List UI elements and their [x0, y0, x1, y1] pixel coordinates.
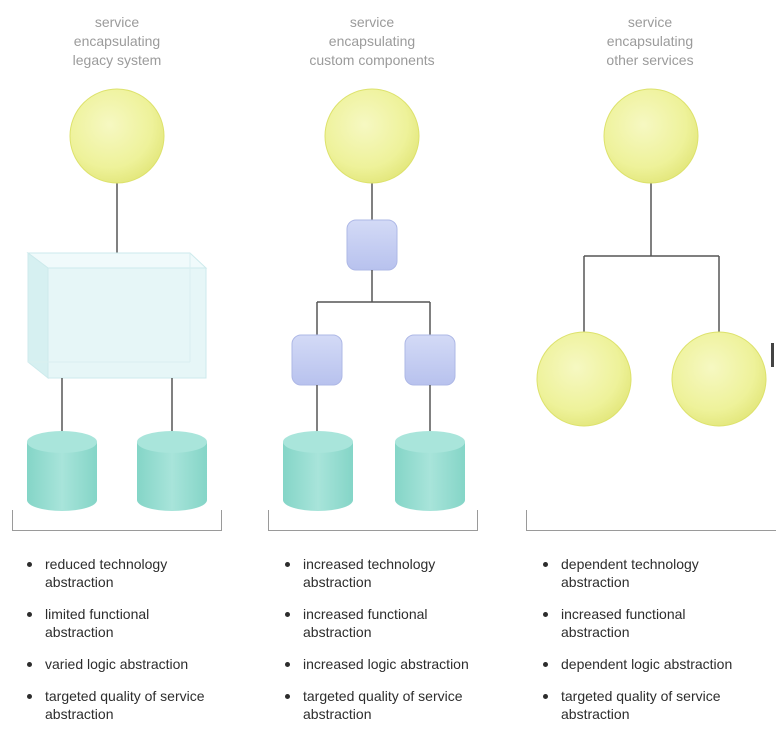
service-circle-composite [603, 88, 699, 184]
bullet-item: reduced technology abstraction [27, 555, 257, 591]
bullet-item: increased functional abstraction [285, 605, 525, 641]
bullet-item: dependent logic abstraction [543, 655, 773, 673]
database-cylinder [137, 431, 207, 511]
bullet-item: limited functional abstraction [27, 605, 257, 641]
component-block [291, 334, 343, 386]
column-title-other: service encapsulating other services [606, 14, 694, 68]
service-circle-custom [324, 88, 420, 184]
bullet-list-legacy: reduced technology abstraction limited fu… [27, 555, 257, 723]
legacy-system-box [26, 252, 208, 380]
bullet-item: increased functional abstraction [543, 605, 773, 641]
service-circle-legacy [69, 88, 165, 184]
column-title-custom: service encapsulating custom components [309, 14, 435, 68]
database-cylinder [395, 431, 465, 511]
database-cylinder [283, 431, 353, 511]
edge-marker [771, 343, 774, 367]
bullet-item: targeted quality of service abstraction [543, 687, 773, 723]
service-circle-child [536, 331, 632, 427]
bullet-item: increased logic abstraction [285, 655, 525, 673]
group-bracket [268, 510, 478, 531]
bullet-item: increased technology abstraction [285, 555, 525, 591]
service-circle-child [671, 331, 767, 427]
bullet-item: dependent technology abstraction [543, 555, 773, 591]
component-block [346, 219, 398, 271]
column-title-legacy: service encapsulating legacy system [72, 14, 162, 68]
component-block [404, 334, 456, 386]
bullet-item: targeted quality of service abstraction [27, 687, 257, 723]
bullet-item: varied logic abstraction [27, 655, 257, 673]
bullet-list-other: dependent technology abstraction increase… [543, 555, 773, 723]
database-cylinder [27, 431, 97, 511]
group-bracket [526, 510, 776, 531]
bullet-list-custom: increased technology abstraction increase… [285, 555, 525, 723]
group-bracket [12, 510, 222, 531]
bullet-item: targeted quality of service abstraction [285, 687, 525, 723]
